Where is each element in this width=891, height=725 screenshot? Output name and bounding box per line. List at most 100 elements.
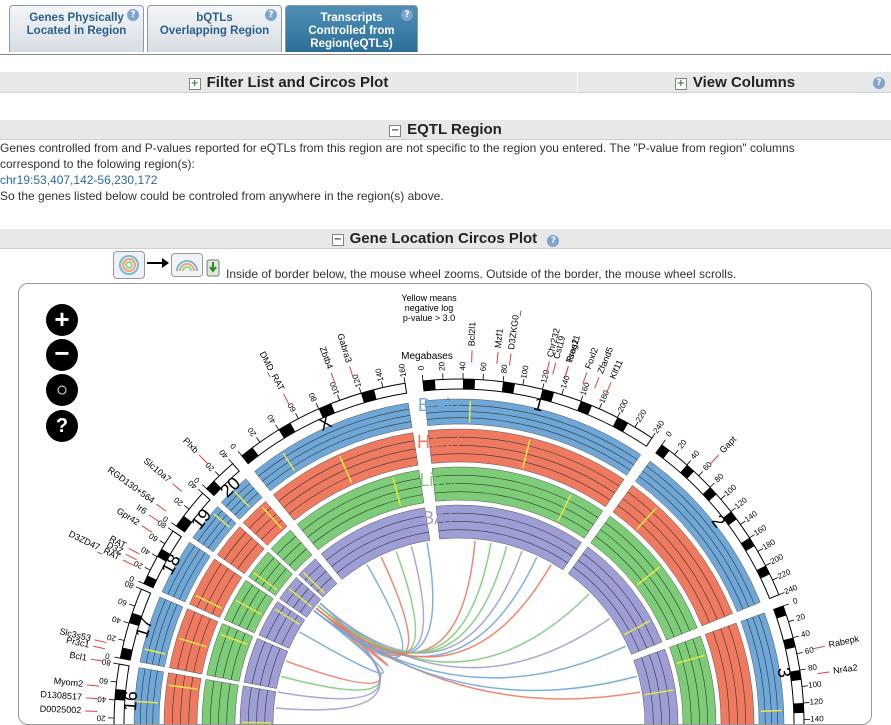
help-icon[interactable]: ?: [401, 9, 413, 21]
gene-label: Rabepk: [828, 633, 861, 649]
gene-pointer: [123, 560, 134, 565]
reset-icon: ○: [56, 379, 68, 401]
gene-label: Bcl2l1: [467, 322, 478, 347]
legend-line3: p-value > 3.0: [403, 313, 455, 323]
tick-mark: [145, 567, 150, 570]
tick-mark: [359, 387, 361, 393]
gene-pointer: [813, 646, 825, 648]
tick-label: 60: [804, 645, 815, 656]
region-link[interactable]: chr19:53,407,142-56,230,172: [0, 172, 795, 188]
tick-label: 20: [106, 632, 117, 643]
gene-label: Ir6: [134, 502, 148, 516]
tick-mark: [721, 495, 726, 499]
tick-mark: [422, 375, 423, 381]
download-icon[interactable]: [206, 259, 220, 277]
gene-pointer: [817, 672, 829, 674]
tick-mark: [749, 535, 754, 538]
tick-mark: [168, 528, 173, 531]
zoom-in-button[interactable]: +: [46, 304, 78, 336]
tick-label: 180: [597, 388, 611, 404]
tick-mark: [617, 412, 620, 417]
filter-list-toggle[interactable]: +Filter List and Circos Plot: [0, 72, 578, 93]
tick-mark: [740, 521, 745, 524]
megabases-label: Megabases: [401, 351, 453, 362]
zoom-out-button[interactable]: −: [46, 339, 78, 371]
tick-mark: [599, 403, 601, 408]
arc-view-icon: [172, 254, 202, 276]
tick-mark: [765, 563, 770, 566]
gene-pointer: [710, 455, 718, 464]
tick-mark: [635, 422, 638, 427]
tick-mark: [773, 578, 778, 581]
tick-label: 40: [689, 448, 702, 461]
tick-mark: [123, 621, 129, 623]
tick-mark: [793, 636, 799, 638]
tick-label: 40: [800, 628, 811, 639]
tick-mark: [779, 593, 785, 595]
tissue-track-bat: [634, 649, 678, 724]
tick-label: 160: [397, 363, 408, 378]
tick-label: 20: [437, 361, 446, 371]
tick-label: 60: [147, 531, 160, 544]
tab-transcripts-controlled[interactable]: Transcripts Controlled from Region(eQTLs…: [285, 5, 418, 52]
tick-mark: [160, 541, 165, 544]
arc-view-button[interactable]: [171, 253, 203, 277]
gene-label: Bcl1: [69, 650, 88, 663]
eqtl-desc-line1: Genes controlled from and P-values repor…: [0, 140, 795, 156]
tissue-label-bat: BAT: [422, 508, 456, 528]
eqtl-region-header[interactable]: −EQTL Region: [0, 119, 891, 140]
gene-pointer: [172, 484, 181, 492]
tick-label: 40: [97, 695, 107, 705]
gene-pointer: [126, 554, 137, 559]
help-icon[interactable]: ?: [873, 77, 885, 89]
circos-header[interactable]: −Gene Location Circos Plot ?: [0, 228, 891, 249]
significant-eqtl-mark: [761, 710, 782, 711]
ideogram-band: [361, 390, 377, 403]
tab-label-line1: Transcripts: [286, 12, 417, 25]
reset-view-button[interactable]: ○: [46, 374, 78, 406]
circos-view-button[interactable]: [113, 251, 145, 279]
tick-label: 20: [132, 558, 144, 570]
tick-label: 20: [96, 714, 106, 723]
tab-bqtls-overlapping[interactable]: bQTLs Overlapping Region ?: [147, 5, 282, 52]
gene-label: Nr4a2: [833, 662, 859, 675]
tick-mark: [138, 581, 143, 583]
zoom-in-icon: +: [54, 304, 69, 334]
help-icon[interactable]: ?: [547, 235, 559, 247]
help-icon[interactable]: ?: [265, 9, 277, 21]
view-columns-toggle[interactable]: +View Columns ?: [579, 72, 891, 93]
gene-pointer: [93, 646, 105, 648]
gene-pointer: [95, 640, 107, 643]
tick-label: 120: [539, 368, 551, 384]
tick-mark: [296, 413, 299, 418]
arrow-right-icon: [145, 255, 171, 271]
circos-title: Gene Location Circos Plot: [350, 230, 538, 247]
tick-label: 0: [416, 365, 425, 371]
tick-label: 180: [761, 537, 778, 552]
eqtl-desc-line2: correspond to the folowing region(s):: [0, 156, 795, 172]
tissue-label-brain: Brain: [418, 395, 460, 415]
help-icon[interactable]: ?: [127, 9, 139, 21]
tick-label: 80: [307, 391, 319, 403]
gene-label: D0025002: [40, 704, 82, 715]
tick-label: 140: [374, 367, 386, 383]
help-button[interactable]: ?: [46, 410, 78, 442]
tab-label-line1: Genes Physically: [10, 12, 143, 25]
tick-label: 160: [752, 523, 769, 538]
tick-mark: [338, 395, 340, 401]
gene-label: DMD_RAT: [258, 350, 287, 393]
tick-label: 20: [795, 612, 807, 623]
tick-label: 140: [810, 714, 824, 723]
tab-bar: Genes Physically Located in Region ? bQT…: [0, 0, 891, 55]
gene-label: RGD130+564: [106, 465, 157, 506]
tick-label: 40: [217, 447, 230, 460]
tick-label: 80: [713, 471, 726, 484]
gene-pointer: [142, 526, 152, 532]
tick-label: 100: [519, 364, 530, 379]
gene-label: Myom2: [53, 676, 83, 689]
gene-pointer: [91, 659, 103, 661]
tick-mark: [113, 663, 119, 664]
tab-genes-physically-located[interactable]: Genes Physically Located in Region ?: [9, 5, 144, 52]
